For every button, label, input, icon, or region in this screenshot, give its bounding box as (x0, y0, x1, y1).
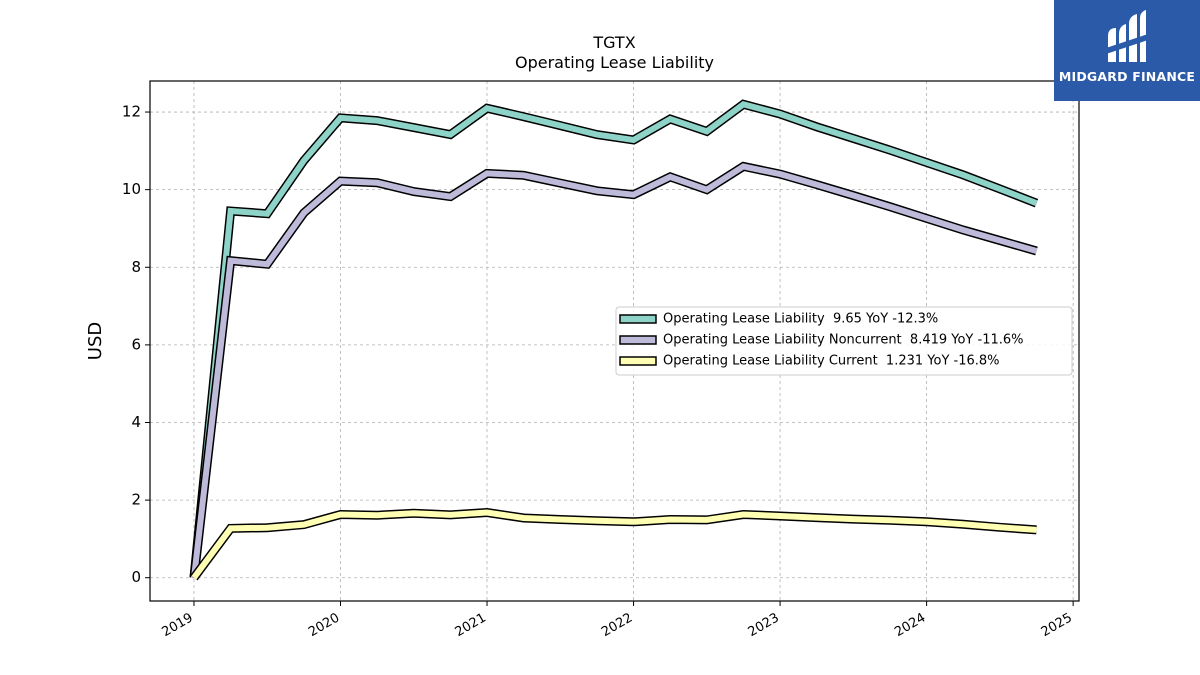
y-axis: 0 2 4 6 8 10 12 (122, 103, 150, 586)
chart-subtitle: Operating Lease Liability (515, 53, 714, 72)
legend-swatch (619, 356, 657, 366)
y-tick-label: 0 (131, 568, 141, 586)
logo-text: MIDGARD FINANCE (1058, 69, 1196, 84)
y-tick-label: 12 (122, 103, 141, 121)
x-tick-label: 2023 (746, 611, 782, 641)
chart-title: TGTX (592, 33, 635, 52)
x-axis: 2019 2020 2021 2022 2023 2024 2025 (160, 601, 1075, 640)
x-tick-label: 2019 (160, 611, 196, 641)
x-tick-label: 2022 (599, 611, 635, 641)
series-line (191, 163, 1038, 579)
legend-label: Operating Lease Liability Noncurrent 8.4… (663, 333, 1024, 348)
y-tick-label: 6 (131, 335, 141, 353)
y-tick-label: 8 (131, 258, 141, 276)
legend-label: Operating Lease Liability 9.65 YoY -12.3… (663, 312, 938, 327)
y-tick-label: 10 (122, 180, 141, 198)
plot-frame (149, 80, 1080, 602)
legend-swatch (619, 335, 657, 345)
y-tick-label: 2 (131, 491, 141, 509)
series-line (191, 101, 1038, 578)
legend-label: Operating Lease Liability Current 1.231 … (663, 354, 1000, 369)
legend: Operating Lease Liability 9.65 YoY -12.3… (615, 306, 1073, 376)
legend-swatch (619, 314, 657, 324)
x-tick-label: 2020 (306, 611, 342, 641)
midgard-finance-logo: MIDGARD FINANCE (1054, 0, 1200, 101)
series-group (189, 99, 1039, 581)
y-tick-label: 4 (131, 413, 141, 431)
series-line (191, 509, 1037, 580)
x-tick-label: 2025 (1039, 611, 1075, 641)
x-tick-label: 2024 (892, 611, 928, 641)
x-tick-label: 2021 (453, 611, 489, 641)
midgard-logo-icon (1106, 10, 1148, 62)
y-axis-label: USD (85, 322, 106, 360)
legend-box (615, 306, 1073, 376)
